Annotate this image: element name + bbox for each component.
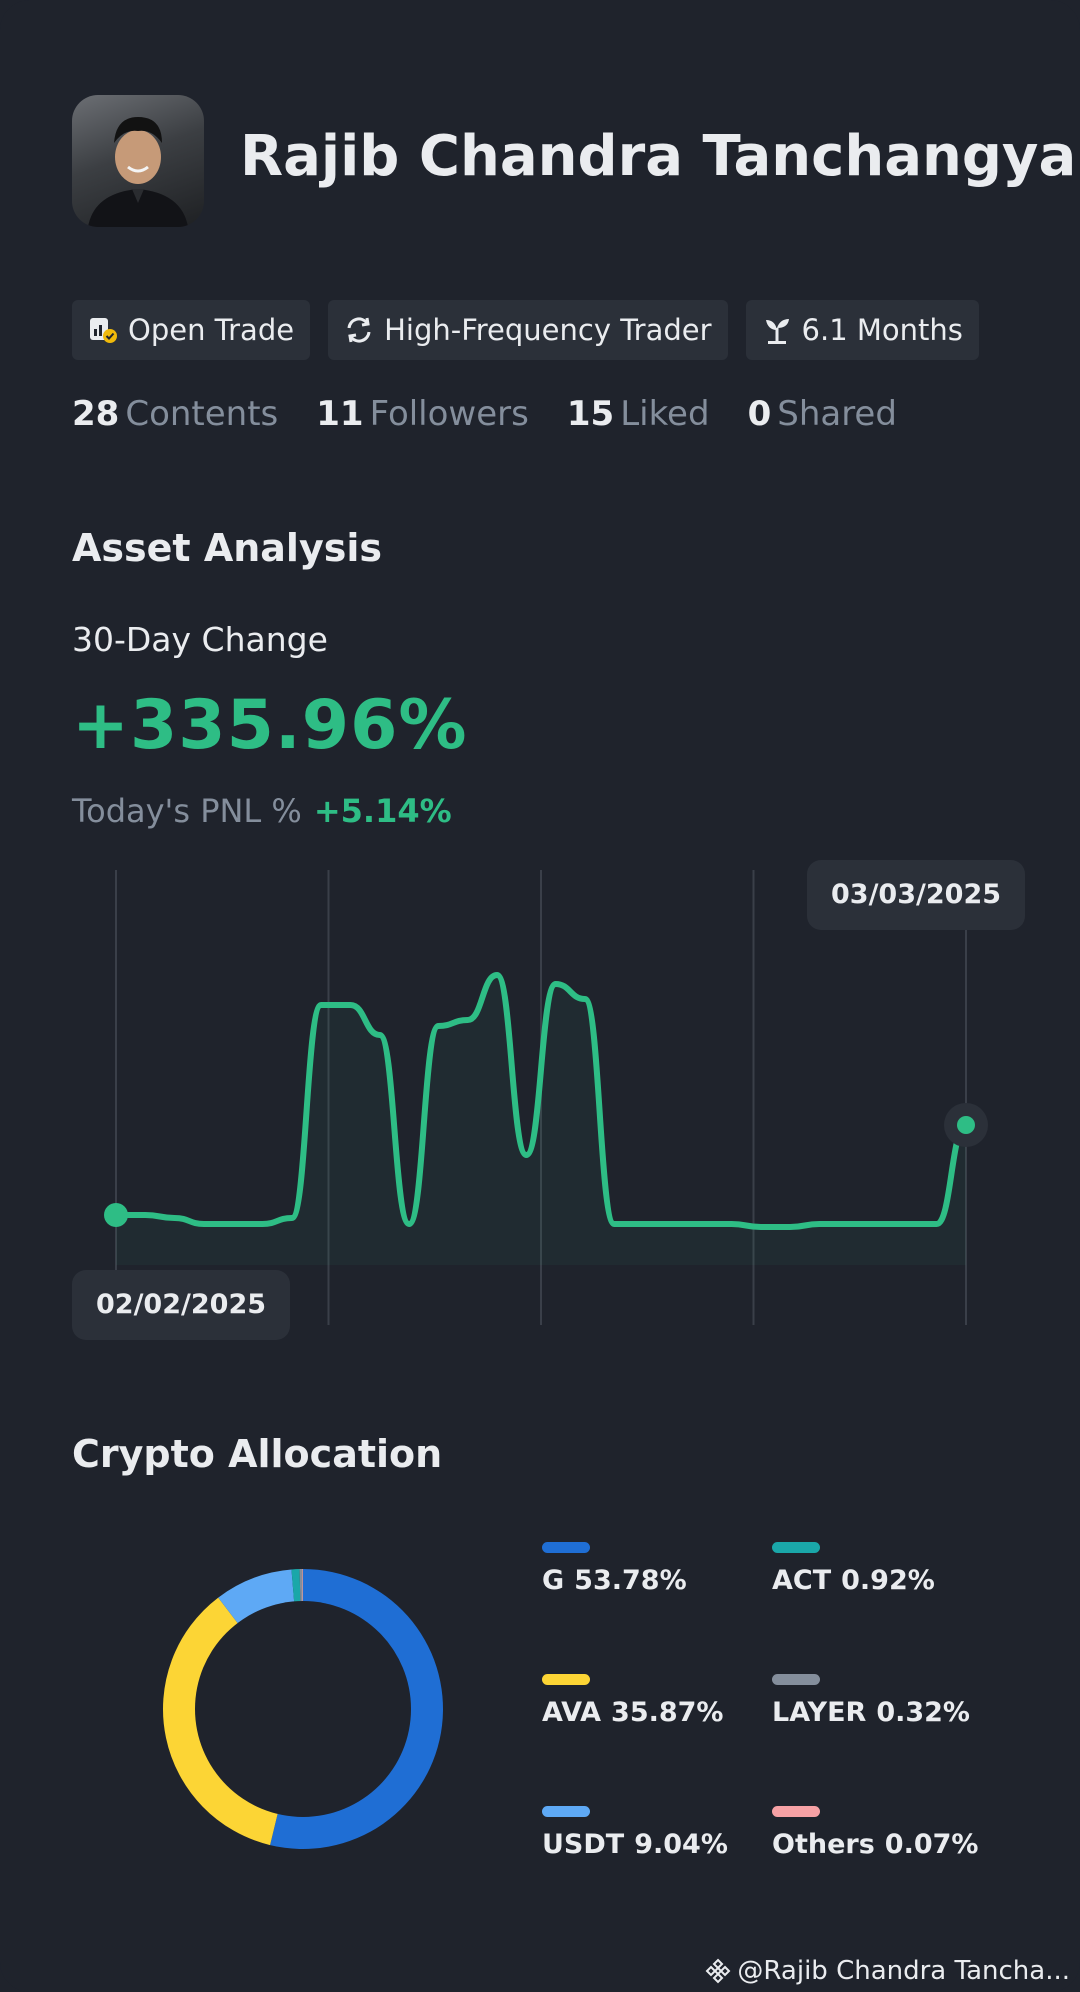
data-point (701, 1223, 703, 1225)
sprout-icon (765, 319, 789, 344)
data-point (877, 1223, 879, 1225)
legend-swatch (772, 1542, 820, 1553)
legend-swatch (542, 1542, 590, 1553)
profile-name: Rajib Chandra Tanchangya (240, 124, 1077, 189)
stat-liked: 15 Liked (566, 394, 710, 434)
binance-logo-icon (706, 1958, 731, 1984)
line-chart-svg (104, 870, 988, 1325)
legend-swatch (772, 1806, 820, 1817)
tag-open-trade: Open Trade (72, 300, 311, 360)
legend-swatch (772, 1674, 820, 1685)
asset-analysis-title: Asset Analysis (72, 526, 382, 570)
tag-high-frequency: High-Frequency Trader (328, 300, 728, 360)
series-line (113, 972, 969, 1230)
tag-label: Open Trade (128, 313, 295, 347)
trade-shield-icon (90, 318, 117, 343)
legend-item-act: ACT 0.92% (772, 1542, 1012, 1596)
data-point (349, 1004, 351, 1006)
tag-label: High-Frequency Trader (384, 313, 712, 347)
profile-stats: 28 Contents 11 Followers 15 Liked 0 Shared (72, 394, 897, 434)
data-point (613, 1223, 615, 1225)
data-point (203, 1223, 205, 1225)
profile-tags: Open Trade High-Frequency Trader 6.1 Mon… (72, 300, 979, 360)
legend-item-others: Others 0.07% (772, 1806, 1012, 1860)
stat-shared: 0 Shared (747, 394, 897, 434)
avatar (72, 95, 204, 227)
data-point (760, 1226, 762, 1228)
today-pnl: Today's PNL % +5.14% (72, 792, 452, 830)
legend-item-usdt: USDT 9.04% (542, 1806, 782, 1860)
data-point (379, 1034, 381, 1036)
data-point (232, 1223, 234, 1225)
legend-item-g: G 53.78% (542, 1542, 782, 1596)
footer-watermark: @Rajib Chandra Tancha... (705, 1956, 1070, 1986)
data-point (174, 1217, 176, 1219)
data-point (584, 998, 586, 1000)
end-date-badge: 03/03/2025 (807, 860, 1026, 930)
data-point (731, 1223, 733, 1225)
change-value: +335.96% (72, 686, 468, 765)
crypto-allocation-title: Crypto Allocation (72, 1432, 443, 1476)
data-point (496, 974, 498, 976)
data-point (262, 1223, 264, 1225)
footer-handle: @Rajib Chandra Tancha... (737, 1956, 1070, 1986)
tag-label: 6.1 Months (801, 313, 963, 347)
legend-swatch (542, 1806, 590, 1817)
data-point (789, 1226, 791, 1228)
data-point (437, 1025, 439, 1027)
stat-contents: 28 Contents (72, 394, 279, 434)
refresh-cycle-icon (347, 317, 371, 343)
data-point (672, 1223, 674, 1225)
tag-months: 6.1 Months (745, 300, 979, 360)
data-point (291, 1217, 293, 1219)
start-point-marker (104, 1203, 128, 1227)
data-point (643, 1223, 645, 1225)
legend-item-layer: LAYER 0.32% (772, 1674, 1012, 1728)
start-date-badge: 02/02/2025 (72, 1270, 291, 1340)
end-point-marker (957, 1116, 975, 1134)
data-point (467, 1019, 469, 1021)
pnl-value: +5.14% (313, 792, 452, 830)
data-point (818, 1223, 820, 1225)
data-point (408, 1223, 410, 1225)
allocation-donut (163, 1569, 444, 1849)
data-point (320, 1004, 322, 1006)
data-point (906, 1223, 908, 1225)
data-point (936, 1223, 938, 1225)
donut-hole (195, 1601, 411, 1817)
change-label: 30-Day Change (72, 620, 328, 659)
legend-item-ava: AVA 35.87% (542, 1674, 782, 1728)
data-point (144, 1214, 146, 1216)
data-point (848, 1223, 850, 1225)
line-area (116, 975, 966, 1265)
data-point (555, 983, 557, 985)
stat-followers: 11 Followers (316, 394, 529, 434)
pnl-line-chart: 03/03/2025 02/02/2025 (0, 860, 1080, 1350)
data-point (525, 1154, 527, 1156)
legend-swatch (542, 1674, 590, 1685)
pnl-label: Today's PNL % (72, 792, 302, 830)
